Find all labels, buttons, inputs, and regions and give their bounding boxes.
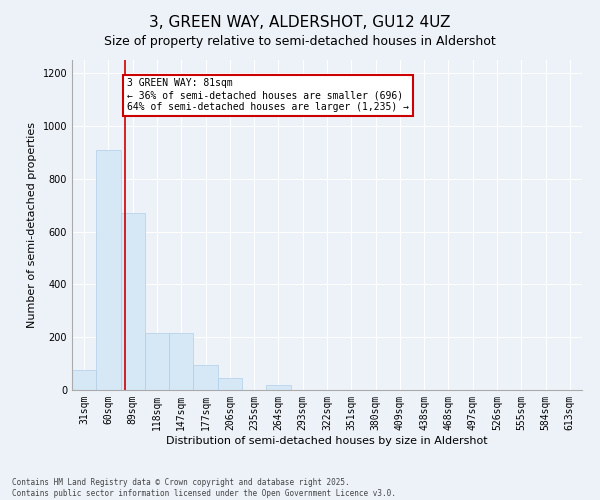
- Bar: [266, 384, 290, 390]
- Bar: [169, 333, 193, 390]
- Bar: [96, 150, 121, 390]
- Bar: [218, 378, 242, 390]
- Text: 3, GREEN WAY, ALDERSHOT, GU12 4UZ: 3, GREEN WAY, ALDERSHOT, GU12 4UZ: [149, 15, 451, 30]
- Bar: [72, 370, 96, 390]
- Bar: [121, 213, 145, 390]
- Text: Size of property relative to semi-detached houses in Aldershot: Size of property relative to semi-detach…: [104, 35, 496, 48]
- Bar: [193, 365, 218, 390]
- X-axis label: Distribution of semi-detached houses by size in Aldershot: Distribution of semi-detached houses by …: [166, 436, 488, 446]
- Y-axis label: Number of semi-detached properties: Number of semi-detached properties: [27, 122, 37, 328]
- Text: Contains HM Land Registry data © Crown copyright and database right 2025.
Contai: Contains HM Land Registry data © Crown c…: [12, 478, 396, 498]
- Text: 3 GREEN WAY: 81sqm
← 36% of semi-detached houses are smaller (696)
64% of semi-d: 3 GREEN WAY: 81sqm ← 36% of semi-detache…: [127, 78, 409, 112]
- Bar: [145, 333, 169, 390]
